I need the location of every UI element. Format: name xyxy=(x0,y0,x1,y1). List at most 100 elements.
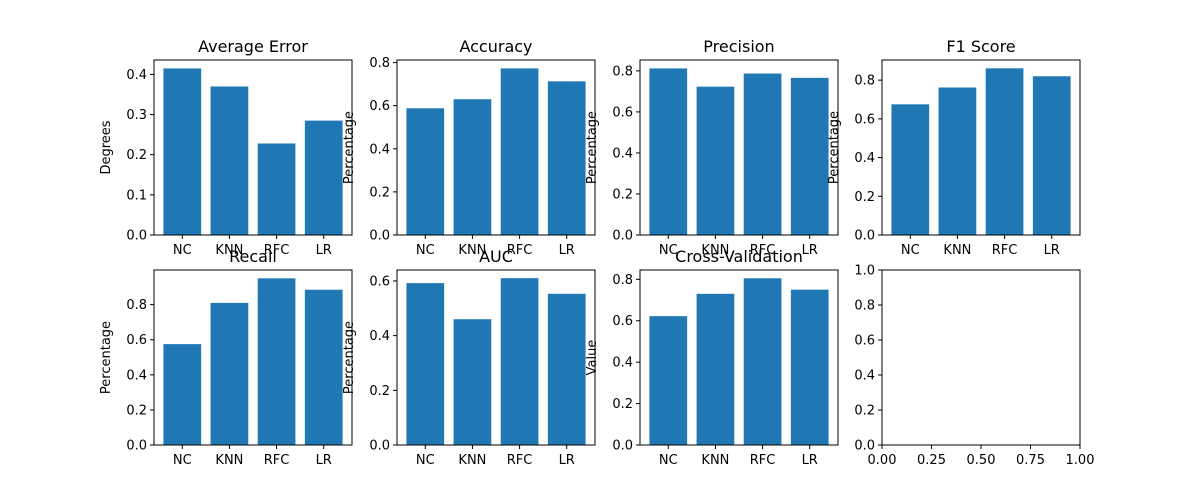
y-axis-label: Percentage xyxy=(99,321,114,394)
axes-frame xyxy=(881,269,1081,446)
chart-title: F1 Score xyxy=(946,37,1015,56)
y-tick-label: 0.8 xyxy=(612,273,633,288)
y-tick-label: 0.2 xyxy=(369,185,390,200)
bar-lr xyxy=(790,77,829,235)
bar-rfc xyxy=(257,278,296,445)
bar-rfc xyxy=(985,68,1024,235)
axes-frame xyxy=(639,269,839,446)
subplot-4: NC KNN RFC LR 0.0 0.2 0.4 0.6 0.8 F1 Score Percent… xyxy=(827,37,1081,258)
x-tick-label: RFC xyxy=(264,453,290,468)
y-axis-label: Percentage xyxy=(342,111,357,184)
y-tick-label: 0.0 xyxy=(612,439,633,454)
bar-knn xyxy=(453,99,492,235)
y-tick-label: 0.0 xyxy=(369,229,390,244)
y-tick-label: 0.0 xyxy=(369,439,390,454)
bar-lr xyxy=(547,81,586,235)
y-tick-label: 0.2 xyxy=(854,190,875,205)
y-tick-label: 0.8 xyxy=(369,56,390,71)
y-tick-label: 0.2 xyxy=(126,403,147,418)
x-tick-label: NC xyxy=(173,243,192,258)
y-tick-label: 0.6 xyxy=(612,314,633,329)
axes-frame xyxy=(881,59,1081,236)
y-tick-label: 0.4 xyxy=(126,368,147,383)
x-tick-label: LR xyxy=(802,453,818,468)
y-tick-label: 0.8 xyxy=(854,74,875,89)
subplot-7: NC KNN RFC LR 0.0 0.2 0.4 0.6 0.8 Cross-Validatio… xyxy=(585,247,839,468)
axes-frame xyxy=(396,269,596,446)
x-tick-label: KNN xyxy=(458,243,486,258)
x-tick-label: KNN xyxy=(701,453,729,468)
y-tick-label: 0.4 xyxy=(854,151,875,166)
axes-frame xyxy=(639,59,839,236)
x-tick-label: 1.00 xyxy=(1066,453,1095,468)
y-tick-label: 0.6 xyxy=(126,333,147,348)
x-tick-label: LR xyxy=(559,453,575,468)
y-tick-label: 0.8 xyxy=(126,298,147,313)
x-tick-label: NC xyxy=(659,243,678,258)
bar-rfc xyxy=(500,68,539,235)
bar-knn xyxy=(696,293,735,445)
y-tick-label: 1.0 xyxy=(854,264,875,279)
bar-knn xyxy=(938,87,977,235)
chart-title: Cross-Validation xyxy=(675,247,803,266)
chart-title: Average Error xyxy=(198,37,308,56)
bar-nc xyxy=(163,344,202,445)
y-tick-label: 0.6 xyxy=(369,274,390,289)
x-tick-label: RFC xyxy=(264,243,290,258)
x-tick-label: NC xyxy=(659,453,678,468)
x-tick-label: LR xyxy=(316,453,332,468)
x-tick-label: 0.75 xyxy=(1016,453,1045,468)
x-tick-label: LR xyxy=(1044,243,1060,258)
bar-nc xyxy=(163,68,202,236)
bar-knn xyxy=(210,86,249,236)
y-tick-label: 0.8 xyxy=(612,64,633,79)
x-tick-label: 0.00 xyxy=(868,453,897,468)
chart-title: Precision xyxy=(703,37,774,56)
y-axis-label: Percentage xyxy=(585,111,600,184)
x-tick-label: 0.25 xyxy=(917,453,946,468)
y-tick-label: 0.6 xyxy=(854,334,875,349)
y-tick-label: 0.0 xyxy=(126,439,147,454)
x-tick-label: 0.50 xyxy=(967,453,996,468)
subplot-8: 0.00 0.25 0.50 0.75 1.00 0.0 0.2 0.4 0.6 0.8 1.0 xyxy=(854,264,1094,469)
y-tick-label: 0.3 xyxy=(126,108,147,123)
x-tick-label: NC xyxy=(416,453,435,468)
subplot-2: NC KNN RFC LR 0.0 0.2 0.4 0.6 0.8 Accuracy Percent… xyxy=(342,37,596,258)
y-axis-label: Percentage xyxy=(827,111,842,184)
bar-knn xyxy=(453,319,492,445)
bar-knn xyxy=(210,302,249,445)
y-tick-label: 0.2 xyxy=(612,397,633,412)
y-tick-label: 0.0 xyxy=(612,229,633,244)
x-tick-label: RFC xyxy=(992,243,1018,258)
y-tick-label: 0.4 xyxy=(369,329,390,344)
y-tick-label: 0.1 xyxy=(126,188,147,203)
y-axis-label: Percentage xyxy=(342,321,357,394)
x-tick-label: NC xyxy=(416,243,435,258)
bar-rfc xyxy=(257,143,296,235)
subplot-1: NC KNN RFC LR 0.0 0.1 0.2 0.3 0.4 Average Error De… xyxy=(99,37,353,258)
y-tick-label: 0.0 xyxy=(854,229,875,244)
bar-rfc xyxy=(743,73,782,236)
bar-nc xyxy=(649,68,688,235)
y-tick-label: 0.6 xyxy=(854,112,875,127)
y-tick-label: 0.0 xyxy=(854,439,875,454)
y-tick-label: 0.6 xyxy=(612,105,633,120)
bar-lr xyxy=(790,289,829,445)
bar-knn xyxy=(696,86,735,235)
bar-lr xyxy=(1032,76,1071,235)
x-tick-label: LR xyxy=(559,243,575,258)
x-tick-label: RFC xyxy=(507,243,533,258)
y-tick-label: 0.2 xyxy=(126,148,147,163)
axes-frame xyxy=(396,59,596,236)
chart-title: Recall xyxy=(229,247,277,266)
axes-frame xyxy=(153,59,353,236)
x-tick-label: RFC xyxy=(750,453,776,468)
y-axis-label: Degrees xyxy=(99,120,114,174)
x-tick-label: KNN xyxy=(215,243,243,258)
y-tick-label: 0.2 xyxy=(612,187,633,202)
bar-nc xyxy=(406,108,445,235)
bar-nc xyxy=(406,283,445,445)
y-tick-label: 0.6 xyxy=(369,99,390,114)
x-tick-label: NC xyxy=(173,453,192,468)
